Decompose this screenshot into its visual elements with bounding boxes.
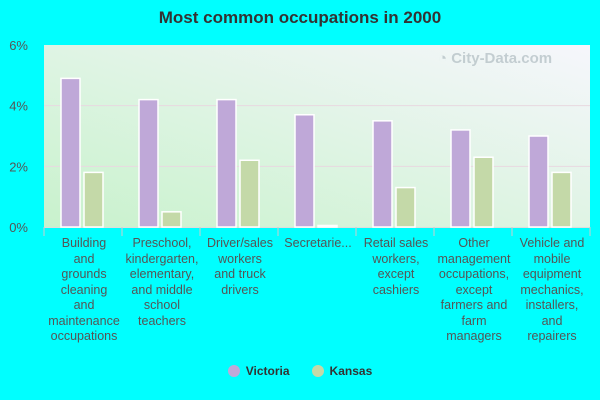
watermark-logo: ◔ City-Data.com [438, 50, 553, 67]
legend-item: Victoria [227, 364, 290, 378]
bar-kansas [395, 186, 416, 228]
bar-kansas [551, 171, 572, 228]
bar-victoria [60, 77, 81, 228]
y-tick-label: 2% [9, 159, 28, 174]
x-tick-label: Secretarie... [284, 236, 352, 250]
bar-kansas [473, 156, 494, 228]
bar-victoria [450, 129, 471, 228]
bar-kansas [161, 211, 182, 228]
bar-victoria [294, 114, 315, 228]
legend: Victoria Kansas [0, 364, 600, 378]
y-tick-label: 4% [9, 99, 28, 114]
x-tick-label: Retail sales workers, except cashiers [363, 236, 429, 297]
x-tick-label: Driver/sales workers and truck drivers [207, 236, 273, 297]
bar-victoria [372, 120, 393, 228]
legend-item: Kansas [311, 364, 373, 378]
y-tick-label: 6% [9, 38, 28, 53]
x-tick-label: Other management occupations, except farmers… [437, 236, 511, 343]
chart-title: Most common occupations in 2000 [158, 8, 442, 27]
bar-victoria [528, 135, 549, 228]
legend-swatch [311, 365, 324, 377]
plot-area [44, 45, 590, 227]
y-tick-label: 0% [9, 220, 28, 235]
x-tick-label: Vehicle and mobile equipment mechanics, inst… [519, 236, 585, 343]
bar-kansas [317, 224, 338, 228]
legend-label: Victoria [245, 364, 290, 378]
bar-kansas [239, 159, 260, 228]
bar-victoria [216, 98, 237, 228]
legend-label: Kansas [329, 364, 373, 378]
x-tick-label: Building and grounds cleaning and maintenance… [48, 236, 120, 343]
bar-kansas [83, 171, 104, 228]
x-tick-label: Preschool, kindergarten, elementary, and mi… [125, 236, 199, 328]
bar-victoria [138, 98, 159, 228]
legend-swatch [227, 365, 240, 377]
